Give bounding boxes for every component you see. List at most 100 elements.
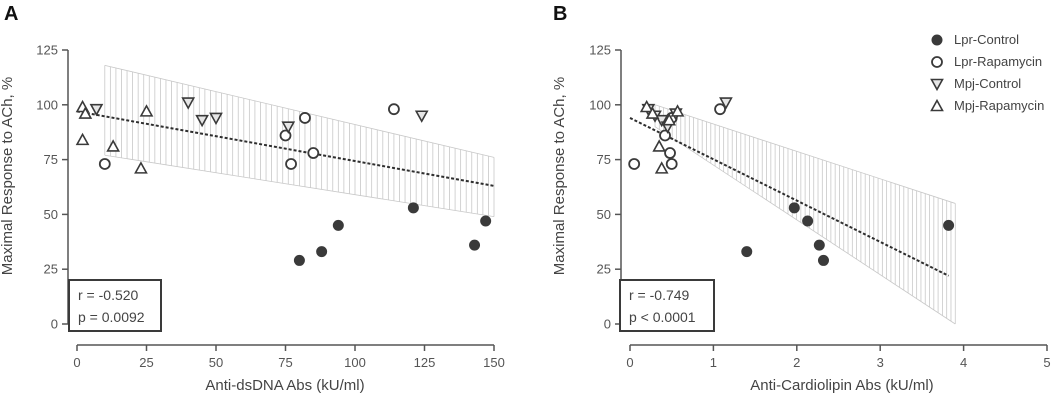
data-point-b [714,103,726,116]
y-tick-label: 125 [36,43,58,58]
data-point-b [802,215,814,227]
ci-upper-edge [654,104,956,204]
legend-label: Mpj-Rapamycin [954,98,1044,113]
data-point-a [285,158,297,170]
stat-box-b: r = -0.749 p < 0.0001 [619,279,715,332]
data-point-a [106,139,120,152]
legend-item-mpj-control: Mpj-Control [930,76,1021,92]
legend: Lpr-Control Lpr-Rapamycin Mpj-Control Mp… [930,32,1044,113]
panel-a: A Maximal Response to ACh, % Anti-dsDNA … [0,3,505,394]
data-point-b [628,158,641,170]
data-point-a [209,112,223,126]
data-point-a [139,104,154,117]
data-point-b [665,158,678,170]
legend-item-mpj-rapamycin: Mpj-Rapamycin [930,98,1044,113]
data-point-b [719,97,733,110]
x-tick-label: 0 [626,355,633,370]
x-tick-label: 25 [139,355,153,370]
r-value-b: r = -0.749 [629,287,690,303]
ci-upper-edge [104,64,495,158]
y-tick-label: 0 [51,317,58,332]
data-point-a [293,254,305,266]
x-tick-label: 1 [710,355,717,370]
data-point-b [817,254,829,266]
panel-letter-a: A [4,3,18,25]
p-value-b: p < 0.0001 [629,309,696,325]
legend-label: Mpj-Control [954,76,1021,91]
data-point-a [281,121,296,134]
x-tick-label: 75 [278,355,292,370]
data-point-b [652,139,667,152]
data-point-b [813,239,825,251]
data-point-a [414,110,429,123]
data-point-a [89,103,104,117]
stat-box-a: r = -0.520 p = 0.0092 [68,279,162,332]
data-point-a [75,132,90,146]
y-tick-label: 100 [589,97,611,112]
data-point-b [670,104,685,117]
data-point-a [195,114,209,128]
x-tick-label: 4 [960,355,967,370]
x-axis-title-b: Anti-Cardiolipin Abs (kU/ml) [750,377,933,394]
legend-marker-open-circle [931,56,943,68]
data-point-a [181,97,196,110]
legend-item-lpr-rapamycin: Lpr-Rapamycin [931,54,1042,69]
x-tick-label: 3 [877,355,884,370]
ci-lower-edge [104,154,495,217]
y-tick-label: 25 [597,262,611,277]
legend-item-lpr-control: Lpr-Control [931,32,1019,47]
y-tick-label: 0 [604,317,611,332]
x-tick-label: 125 [414,355,436,370]
data-point-a [316,246,328,258]
y-tick-label: 50 [597,207,611,222]
legend-label: Lpr-Control [954,32,1019,47]
ci-band-a [104,64,495,217]
x-tick-label: 150 [483,355,505,370]
data-point-b [654,161,669,174]
axes-a: 0 25 50 75 100 125 0 25 50 75 100 125 150 [36,43,505,371]
data-point-a [134,161,148,174]
y-tick-label: 75 [597,152,611,167]
legend-symbol [930,98,944,112]
data-point-b [662,112,677,126]
data-point-a [299,112,311,124]
y-axis-title-b: Maximal Response to ACh, % [551,77,568,275]
legend-marker-down-triangle [930,78,944,92]
data-point-b [788,202,800,214]
y-axis-title-a: Maximal Response to ACh, % [0,77,16,275]
y-tick-label: 50 [44,207,58,222]
data-point-a [307,147,320,159]
data-point-a [332,219,344,231]
y-tick-label: 75 [44,152,58,167]
p-value-a: p = 0.0092 [78,309,145,325]
x-tick-label: 100 [344,355,366,370]
legend-symbol [930,78,944,92]
panel-letter-b: B [553,3,567,25]
ci-band-b [654,104,956,325]
x-tick-label: 5 [1043,355,1050,370]
legend-marker-filled-circle [931,34,943,46]
data-point-a [480,215,492,227]
data-point-b [943,219,955,231]
regression-line-b [629,117,950,277]
data-point-a [98,158,111,170]
points-a [75,97,492,266]
data-point-a [388,103,400,116]
data-point-a [407,202,419,214]
data-point-a [78,106,93,119]
stat-box-frame-b [619,279,715,332]
x-tick-label: 0 [73,355,80,370]
legend-symbol [931,34,943,46]
regression-line-a [76,110,495,187]
data-point-b [645,106,660,119]
axes-b: 0 25 50 75 100 125 0 1 2 3 4 5 [589,43,1050,371]
panel-b: B Maximal Response to ACh, % Anti-Cardio… [551,3,1051,394]
y-tick-label: 100 [36,97,58,112]
x-axis-title-a: Anti-dsDNA Abs (kU/ml) [205,377,364,394]
r-value-a: r = -0.520 [78,287,139,303]
legend-label: Lpr-Rapamycin [954,54,1042,69]
data-point-b [741,246,753,258]
legend-symbol [931,56,943,68]
data-point-b [639,99,654,113]
